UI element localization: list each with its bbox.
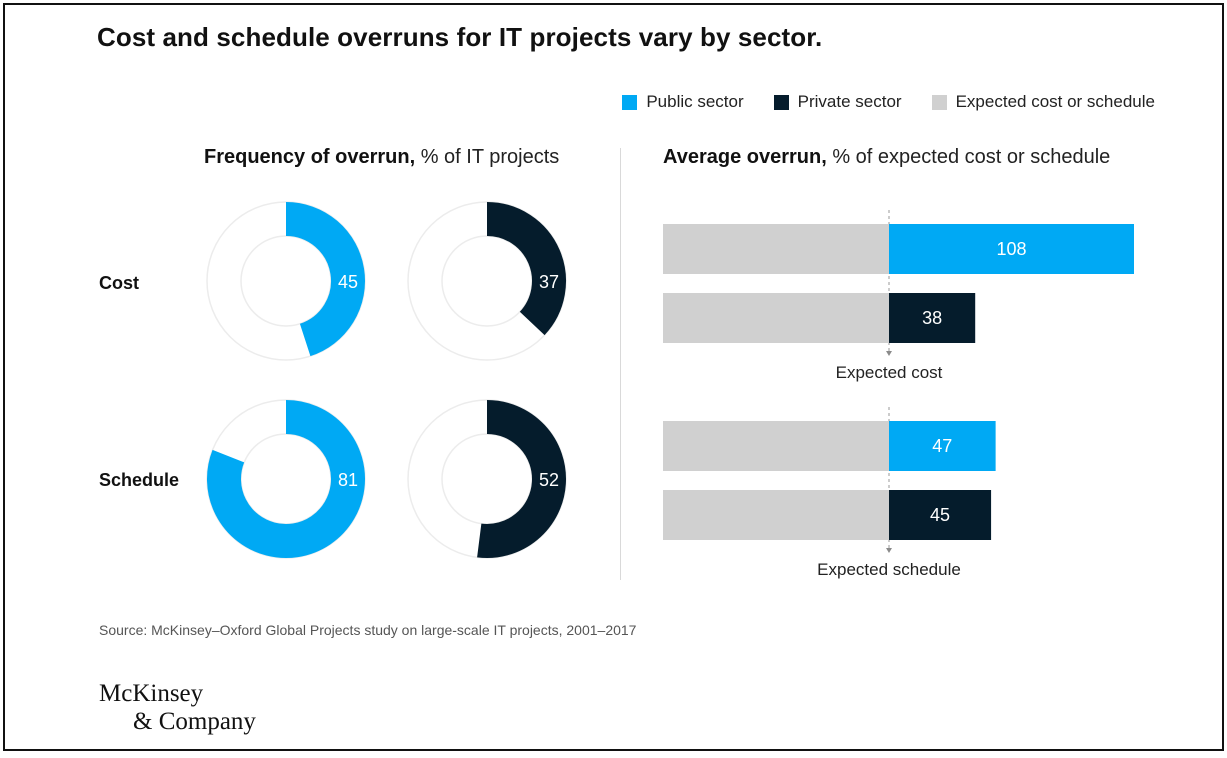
- donut-arc-public-schedule: [207, 400, 365, 558]
- average-panel-title: Average overrun, % of expected cost or s…: [663, 146, 1110, 169]
- donut-arc-private-cost: [486, 202, 566, 336]
- overrun-bar-public-schedule: [889, 421, 996, 471]
- donut-inner-outline-private-cost: [441, 235, 533, 327]
- legend-item-public: Public sector: [622, 92, 744, 112]
- average-title-bold: Average overrun,: [663, 146, 827, 168]
- donut-inner-outline-public-schedule: [240, 433, 332, 525]
- donut-label-public-cost: 45: [338, 272, 358, 292]
- overrun-label-private-schedule: 45: [930, 505, 950, 525]
- legend-label-expected: Expected cost or schedule: [955, 92, 1155, 111]
- chart-title: Cost and schedule overruns for IT projec…: [97, 22, 823, 52]
- expected-bar-public-cost: [663, 224, 889, 274]
- expected-bar-private-schedule: [663, 490, 889, 540]
- overrun-bar-public-cost: [889, 224, 1134, 274]
- donut-label-public-schedule: 81: [338, 470, 358, 490]
- panel-divider: [620, 148, 621, 580]
- legend-label-private: Private sector: [797, 92, 902, 111]
- overrun-bar-private-schedule: [889, 490, 992, 540]
- overrun-bar-private-cost: [889, 293, 976, 343]
- donut-inner-outline-public-cost: [240, 235, 332, 327]
- legend-item-private: Private sector: [773, 92, 902, 112]
- donut-arc-public-cost: [285, 202, 365, 357]
- legend-swatch-private: [773, 94, 789, 110]
- baseline-arrow-schedule: [886, 548, 892, 553]
- average-title-rest: % of expected cost or schedule: [826, 146, 1111, 168]
- logo-line-1: McKinsey: [99, 680, 204, 707]
- source-note: Source: McKinsey–Oxford Global Projects …: [99, 622, 637, 638]
- donut-inner-outline-private-schedule: [441, 433, 533, 525]
- legend-swatch-expected: [931, 94, 947, 110]
- frequency-panel-title: Frequency of overrun, % of IT projects: [204, 146, 559, 169]
- expected-bar-public-schedule: [663, 421, 889, 471]
- baseline-label-cost: Expected cost: [836, 363, 943, 382]
- baseline-label-schedule: Expected schedule: [817, 560, 961, 579]
- legend-item-expected: Expected cost or schedule: [931, 92, 1155, 112]
- legend-swatch-public: [622, 94, 638, 110]
- frequency-title-bold: Frequency of overrun,: [204, 146, 416, 168]
- mckinsey-logo: McKinsey & Company: [99, 680, 256, 736]
- row-label-schedule: Schedule: [99, 470, 180, 490]
- legend: Public sector Private sector Expected co…: [622, 92, 1155, 112]
- overrun-label-public-schedule: 47: [932, 436, 952, 456]
- logo-line-2: & Company: [133, 708, 256, 735]
- frequency-title-rest: % of IT projects: [415, 146, 560, 168]
- overrun-label-public-cost: 108: [996, 239, 1026, 259]
- overrun-label-private-cost: 38: [922, 308, 942, 328]
- chart-frame: [3, 3, 1224, 751]
- expected-bar-private-cost: [663, 293, 889, 343]
- row-label-cost: Cost: [99, 273, 139, 293]
- donut-label-private-cost: 37: [539, 272, 559, 292]
- baseline-arrow-cost: [886, 351, 892, 356]
- donut-arc-private-schedule: [477, 400, 566, 558]
- donut-label-private-schedule: 52: [539, 470, 559, 490]
- legend-label-public: Public sector: [646, 92, 744, 111]
